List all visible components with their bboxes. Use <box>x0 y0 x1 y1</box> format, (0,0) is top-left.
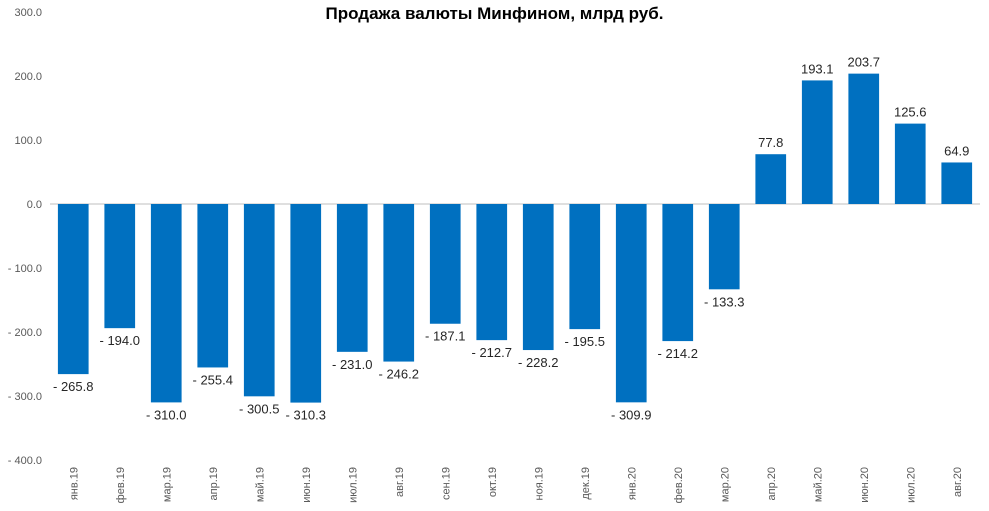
x-tick-label: июн.20 <box>859 467 871 503</box>
y-tick-label: - 100.0 <box>8 263 42 275</box>
y-tick-label: 0.0 <box>27 199 42 211</box>
data-label: - 246.2 <box>379 367 419 382</box>
x-tick-label: мар.19 <box>161 467 173 502</box>
bar <box>708 204 740 290</box>
x-tick-label: дек.19 <box>580 467 592 500</box>
bar <box>894 123 926 204</box>
x-tick-label: авг.19 <box>394 467 406 497</box>
y-tick-label: - 300.0 <box>8 391 42 403</box>
x-tick-label: янв.19 <box>68 467 80 500</box>
x-tick-label: апр.20 <box>766 467 778 500</box>
data-label: - 300.5 <box>239 401 279 416</box>
data-label: - 228.2 <box>518 355 558 370</box>
bar <box>522 204 554 351</box>
x-tick-label: июл.20 <box>905 467 917 503</box>
data-label: 64.9 <box>944 143 969 158</box>
x-tick-label: июн.19 <box>301 467 313 503</box>
bar <box>243 204 275 397</box>
bar <box>615 204 647 403</box>
x-tick-label: фев.20 <box>673 467 685 503</box>
data-label: 193.1 <box>801 61 834 76</box>
data-label: - 310.3 <box>286 408 326 423</box>
bar <box>383 204 415 362</box>
x-tick-label: окт.19 <box>487 467 499 497</box>
y-tick-label: 300.0 <box>14 7 42 19</box>
data-label: - 265.8 <box>53 379 93 394</box>
data-label: - 214.2 <box>658 346 698 361</box>
data-label: 77.8 <box>758 135 783 150</box>
chart-title: Продажа валюты Минфином, млрд руб. <box>325 4 664 23</box>
bar <box>197 204 229 368</box>
x-tick-label: май.20 <box>812 467 824 502</box>
data-label: - 309.9 <box>611 407 651 422</box>
data-label: - 231.0 <box>332 357 372 372</box>
x-tick-label: апр.19 <box>208 467 220 500</box>
x-tick-label: фев.19 <box>115 467 127 503</box>
y-tick-label: - 400.0 <box>8 455 42 467</box>
bar <box>336 204 368 352</box>
bar <box>801 80 833 204</box>
bar <box>569 204 601 330</box>
data-label: - 212.7 <box>472 345 512 360</box>
data-label: 203.7 <box>847 55 880 70</box>
data-label: - 187.1 <box>425 329 465 344</box>
bar <box>429 204 461 324</box>
x-tick-label: янв.20 <box>626 467 638 500</box>
x-tick-label: авг.20 <box>952 467 964 497</box>
x-tick-label: мар.20 <box>719 467 731 502</box>
data-label: - 195.5 <box>565 334 605 349</box>
x-tick-label: июл.19 <box>347 467 359 503</box>
bar <box>755 154 787 204</box>
x-tick-label: май.19 <box>254 467 266 502</box>
y-tick-label: - 200.0 <box>8 327 42 339</box>
bar <box>150 204 182 403</box>
data-label: - 194.0 <box>100 333 140 348</box>
y-tick-label: 200.0 <box>14 71 42 83</box>
bar <box>57 204 89 375</box>
bar <box>941 162 973 204</box>
bar <box>290 204 322 403</box>
bar <box>848 73 880 204</box>
y-tick-label: 100.0 <box>14 135 42 147</box>
data-label: - 133.3 <box>704 294 744 309</box>
bar <box>476 204 508 341</box>
data-label: - 310.0 <box>146 407 186 422</box>
x-tick-label: сен.19 <box>440 467 452 500</box>
data-label: 125.6 <box>894 105 927 120</box>
data-label: - 255.4 <box>193 372 233 387</box>
bar <box>662 204 694 342</box>
bar <box>104 204 136 329</box>
x-tick-label: ноя.19 <box>533 467 545 500</box>
